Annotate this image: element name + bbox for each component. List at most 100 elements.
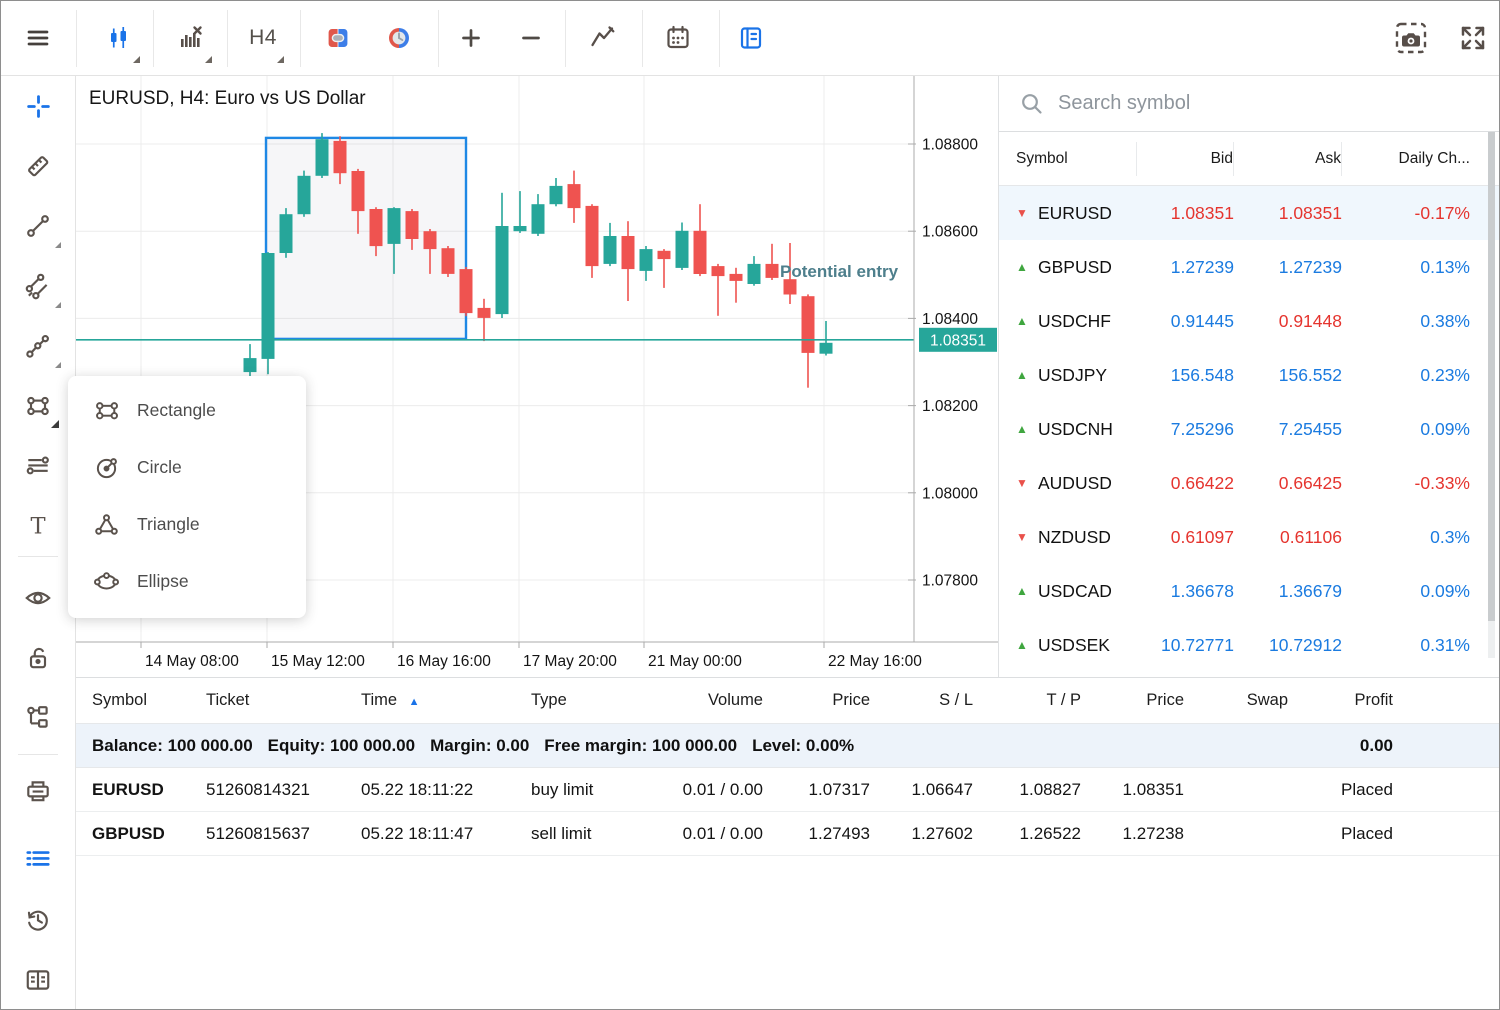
timeframe-button[interactable]: H4 bbox=[241, 16, 285, 60]
search-input[interactable] bbox=[1058, 92, 1438, 115]
menu-item-circle[interactable]: Circle bbox=[68, 439, 306, 496]
watchlist-row-usdcnh[interactable]: ▲ USDCNH 7.25296 7.25455 0.09% bbox=[999, 402, 1499, 456]
menu-item-rectangle[interactable]: Rectangle bbox=[68, 382, 306, 439]
orders-col-symbol[interactable]: Symbol bbox=[92, 691, 148, 709]
watchlist-row-nzdusd[interactable]: ▼ NZDUSD 0.61097 0.61106 0.3% bbox=[999, 510, 1499, 564]
candlestick-chart-icon bbox=[111, 27, 126, 48]
zoom-in-button[interactable] bbox=[449, 16, 493, 60]
trendline-tool[interactable] bbox=[16, 204, 60, 248]
orders-col-price[interactable]: Price bbox=[832, 691, 870, 709]
channel-tool[interactable] bbox=[16, 264, 60, 308]
orders-col-time[interactable]: Time ▲ bbox=[361, 691, 420, 709]
menu-item-triangle[interactable]: Triangle bbox=[68, 496, 306, 553]
watchlist-scrollbar[interactable] bbox=[1488, 132, 1495, 658]
watch-col-daily-ch-[interactable]: Daily Ch... bbox=[1398, 149, 1471, 167]
candle bbox=[279, 208, 293, 258]
symbol-name: GBPUSD bbox=[1038, 256, 1112, 277]
price-tick-label: 1.08800 bbox=[922, 137, 978, 154]
order-panel-icon bbox=[740, 27, 762, 49]
orders-col-sl[interactable]: S / L bbox=[939, 691, 973, 709]
orders-col-price2[interactable]: Price bbox=[1146, 691, 1184, 709]
orders-col-ticket[interactable]: Ticket bbox=[206, 691, 250, 709]
price-line-tag bbox=[919, 327, 997, 352]
chart-type-button[interactable] bbox=[97, 16, 141, 60]
candlestick-chart[interactable]: 1.08800 1.08600 1.08400 1.08200 1.08000 1.078… bbox=[76, 76, 998, 677]
order-time: 05.22 18:11:47 bbox=[361, 823, 474, 843]
watchlist-row-usdsek[interactable]: ▲ USDSEK 10.72771 10.72912 0.31% bbox=[999, 618, 1499, 672]
order-profit: Placed bbox=[1341, 779, 1393, 799]
candle bbox=[369, 207, 383, 257]
ruler-tool[interactable] bbox=[16, 144, 60, 188]
time-tick-label: 21 May 00:00 bbox=[648, 653, 742, 670]
zoom-out-button[interactable] bbox=[509, 16, 553, 60]
candle bbox=[567, 170, 581, 223]
watch-col-bid[interactable]: Bid bbox=[1137, 141, 1234, 176]
objects-tree-tool[interactable] bbox=[16, 696, 60, 740]
watchlist-row-usdchf[interactable]: ▲ USDCHF 0.91445 0.91448 0.38% bbox=[999, 294, 1499, 348]
order-row-gbpusd[interactable]: GBPUSD 51260815637 05.22 18:11:47 sell limi… bbox=[76, 812, 1499, 856]
channel-caret bbox=[55, 302, 61, 308]
time-tick-label: 17 May 20:00 bbox=[523, 653, 617, 670]
order-tp: 1.08827 bbox=[1019, 779, 1081, 799]
watch-col-ask[interactable]: Ask bbox=[1234, 141, 1342, 176]
orders-col-type[interactable]: Type bbox=[531, 691, 567, 709]
order-profit: Placed bbox=[1341, 823, 1393, 843]
polyline-caret bbox=[55, 362, 61, 368]
watch-col-symbol[interactable]: Symbol bbox=[999, 141, 1137, 176]
menu-item-label: Rectangle bbox=[137, 400, 216, 420]
orders-col-volume[interactable]: Volume bbox=[707, 691, 763, 709]
orders-col-swap[interactable]: Swap bbox=[1246, 691, 1288, 709]
history-button[interactable] bbox=[16, 898, 60, 942]
journal-button[interactable] bbox=[16, 958, 60, 1002]
chart-annotation[interactable]: Potential entry bbox=[780, 262, 899, 281]
lock-tool[interactable] bbox=[16, 636, 60, 680]
watchlist-row-gbpusd[interactable]: ▲ GBPUSD 1.27239 1.27239 0.13% bbox=[999, 240, 1499, 294]
trade-list-button[interactable] bbox=[16, 837, 60, 881]
orders-col-profit[interactable]: Profit bbox=[1354, 691, 1393, 709]
orders-col-tp[interactable]: T / P bbox=[1046, 691, 1081, 709]
price-tick-label: 1.08400 bbox=[922, 311, 978, 328]
chart-type-caret bbox=[133, 56, 140, 63]
order-volume: 0.01 / 0.00 bbox=[682, 823, 763, 843]
bid-value: 7.25296 bbox=[1170, 418, 1234, 439]
object-tree-icon bbox=[27, 706, 48, 728]
shapes-tool[interactable] bbox=[16, 384, 60, 428]
menu-item-ellipse[interactable]: Ellipse bbox=[68, 553, 306, 610]
text-tool[interactable]: T bbox=[16, 504, 60, 548]
watchlist-row-audusd[interactable]: ▼ AUDUSD 0.66422 0.66425 -0.33% bbox=[999, 456, 1499, 510]
symbol-name: AUDUSD bbox=[1038, 472, 1112, 493]
watchlist-row-eurusd[interactable]: ▼ EURUSD 1.08351 1.08351 -0.17% bbox=[999, 186, 1499, 240]
ask-value: 0.66425 bbox=[1278, 472, 1342, 493]
watchlist-row-usdcad[interactable]: ▲ USDCAD 1.36678 1.36679 0.09% bbox=[999, 564, 1499, 618]
main-menu-button[interactable] bbox=[16, 16, 60, 60]
screenshot-button[interactable] bbox=[1389, 16, 1433, 60]
market-clock-button[interactable] bbox=[377, 16, 421, 60]
candle bbox=[477, 298, 491, 342]
trade-panel-button[interactable] bbox=[16, 769, 60, 813]
objects-button[interactable] bbox=[581, 16, 625, 60]
indicators-button[interactable] bbox=[169, 16, 213, 60]
candle bbox=[405, 209, 419, 250]
drawing-toolbar: T bbox=[1, 76, 76, 1009]
time-tick-label: 15 May 12:00 bbox=[271, 653, 365, 670]
watchlist-row-usdjpy[interactable]: ▲ USDJPY 156.548 156.552 0.23% bbox=[999, 348, 1499, 402]
up-arrow-icon: ▲ bbox=[1016, 260, 1028, 274]
ask-value: 7.25455 bbox=[1278, 418, 1342, 439]
order-row-eurusd[interactable]: EURUSD 51260814321 05.22 18:11:22 buy limit… bbox=[76, 768, 1499, 812]
calendar-button[interactable] bbox=[656, 16, 700, 60]
scrollbar-thumb[interactable] bbox=[1488, 132, 1495, 621]
crosshair-tool[interactable] bbox=[16, 84, 60, 128]
hamburger-icon bbox=[27, 30, 49, 46]
candle bbox=[603, 222, 617, 267]
trendline-icon bbox=[27, 215, 49, 237]
horizontal-lines-tool[interactable] bbox=[16, 444, 60, 488]
one-click-trading-button[interactable] bbox=[316, 16, 360, 60]
polyline-tool[interactable] bbox=[16, 324, 60, 368]
calendar-icon bbox=[667, 25, 689, 49]
visibility-tool[interactable] bbox=[16, 576, 60, 620]
candle bbox=[765, 243, 779, 280]
fullscreen-button[interactable] bbox=[1451, 16, 1495, 60]
ask-value: 10.72912 bbox=[1269, 634, 1342, 655]
history-clock-icon bbox=[27, 910, 48, 931]
trade-dialog-button[interactable] bbox=[729, 16, 773, 60]
